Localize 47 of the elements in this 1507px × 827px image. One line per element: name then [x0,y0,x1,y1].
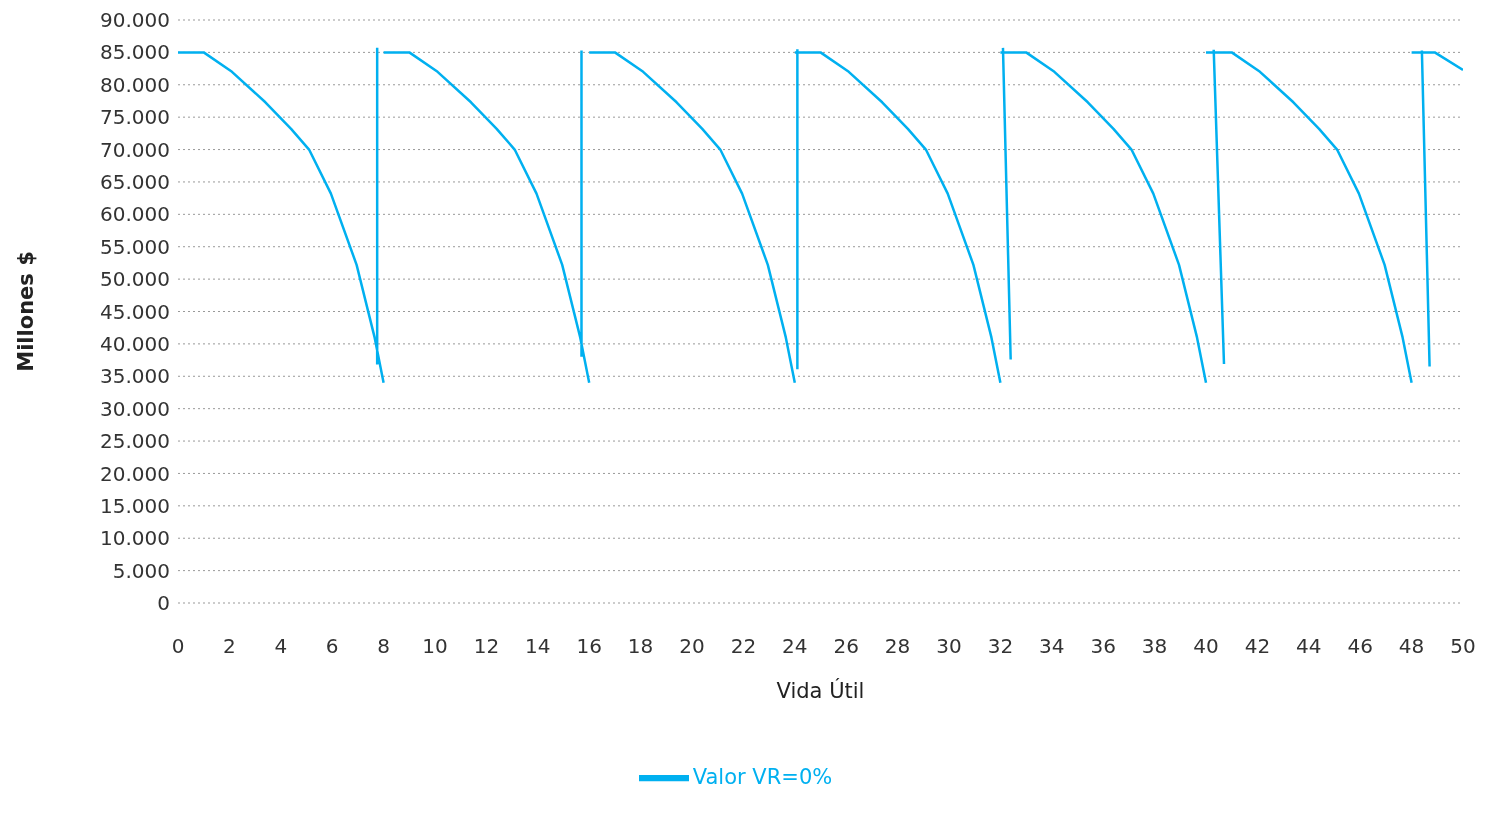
x-tick-label: 46 [1347,634,1373,659]
x-tick-label: 14 [525,634,551,659]
x-tick-label: 32 [987,634,1014,659]
y-tick-label: 5.000 [112,558,170,583]
y-tick-label: 40.000 [100,331,170,356]
x-tick-label: 42 [1244,634,1271,659]
x-tick-label: 28 [884,634,911,659]
x-tick-label: 6 [325,634,339,659]
x-tick-label: 44 [1296,634,1322,659]
x-tick-label: 12 [473,634,500,659]
y-tick-label: 60.000 [100,202,170,227]
y-tick-label: 75.000 [100,105,170,130]
y-tick-label: 30.000 [100,396,170,421]
x-tick-label: 4 [274,634,288,659]
x-tick-label: 30 [936,634,962,659]
y-tick-label: 10.000 [100,526,170,551]
x-tick-label: 26 [833,634,859,659]
y-tick-label: 0 [157,591,170,616]
y-axis-title: Millones $ [14,251,39,372]
y-tick-label: 45.000 [100,299,170,324]
y-tick-label: 55.000 [100,234,170,259]
y-tick-label: 20.000 [100,461,170,486]
legend-label: Valor VR=0% [692,765,833,789]
x-tick-label: 40 [1193,634,1219,659]
y-tick-label: 35.000 [100,364,170,389]
x-tick-label: 36 [1090,634,1116,659]
y-tick-label: 85.000 [100,40,170,65]
y-tick-label: 50.000 [100,267,170,292]
y-tick-label: 25.000 [100,429,170,454]
x-tick-label: 16 [576,634,602,659]
x-tick-label: 38 [1141,634,1168,659]
y-tick-label: 65.000 [100,170,170,195]
x-tick-label: 2 [223,634,236,659]
x-tick-label: 22 [730,634,757,659]
x-axis-title: Vida Útil [776,677,865,703]
x-tick-label: 34 [1039,634,1065,659]
y-tick-label: 70.000 [100,137,170,162]
x-tick-label: 8 [377,634,390,659]
x-tick-label: 10 [422,634,448,659]
y-tick-label: 90.000 [100,8,170,33]
x-tick-label: 24 [782,634,808,659]
x-tick-label: 50 [1450,634,1476,659]
y-tick-label: 80.000 [100,72,170,97]
x-tick-label: 18 [627,634,654,659]
x-tick-label: 20 [679,634,705,659]
x-tick-label: 48 [1398,634,1425,659]
y-tick-label: 15.000 [100,493,170,518]
